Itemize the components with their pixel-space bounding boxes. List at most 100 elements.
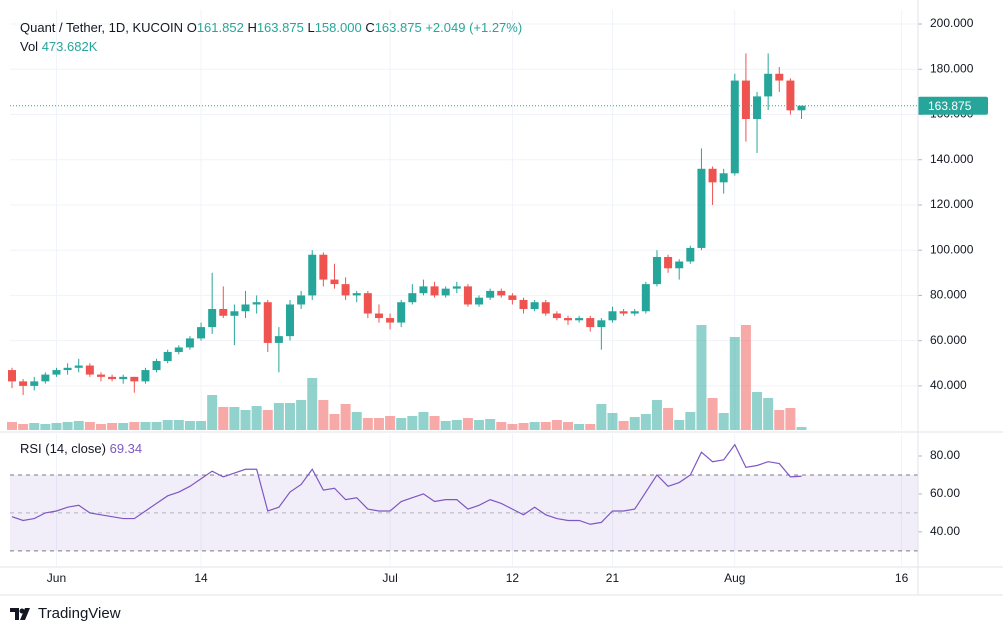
volume-bar <box>752 392 763 430</box>
candle-body <box>630 311 639 314</box>
volume-bar <box>351 412 362 430</box>
x-tick-label: Aug <box>724 571 745 585</box>
volume-bar <box>107 423 118 430</box>
volume-bar <box>184 421 195 430</box>
brand: TradingView <box>10 605 121 622</box>
y-tick-label: 140.000 <box>930 152 974 166</box>
candle-body <box>274 336 283 343</box>
volume-bar <box>307 378 318 430</box>
volume-bar <box>262 410 273 430</box>
volume-bar <box>285 403 295 430</box>
candle-body <box>608 311 617 321</box>
candle-body <box>441 288 450 296</box>
volume-bar <box>318 400 329 430</box>
candle-body <box>475 297 484 305</box>
change: +2.049 (+1.27%) <box>425 20 523 35</box>
y-tick-label: 100.000 <box>930 242 974 256</box>
candle-body <box>541 302 550 314</box>
rsi-tick-label: 80.00 <box>930 448 960 462</box>
candle-body <box>252 302 261 305</box>
volume-bar <box>518 423 529 430</box>
candle-body <box>319 254 328 280</box>
candle-body <box>686 247 695 262</box>
volume-bar <box>507 424 518 430</box>
volume-bar <box>95 424 106 430</box>
candle-body <box>52 370 61 375</box>
volume-title: Vol <box>20 39 39 54</box>
candle-body <box>675 261 684 269</box>
volume-bar <box>173 420 184 430</box>
y-tick-label: 60.000 <box>930 333 967 347</box>
volume-bar <box>207 395 218 430</box>
candle-body <box>641 284 650 312</box>
candle-body <box>586 318 595 328</box>
symbol: Quant / Tether, 1D, KUCOIN <box>20 20 184 35</box>
candle-body <box>619 311 628 314</box>
candle-body <box>286 304 294 337</box>
ohlc-letter: C <box>365 20 375 35</box>
candle-body <box>741 80 750 120</box>
volume-bar <box>618 421 629 430</box>
ohlc-value: 163.875 <box>256 20 304 35</box>
ohlc-letter: L <box>307 20 315 35</box>
last-price-box <box>918 96 988 115</box>
candle-body <box>219 308 228 316</box>
ohlc-value: 161.852 <box>196 20 244 35</box>
volume-bar <box>18 424 29 430</box>
volume-bar <box>674 420 685 430</box>
candle-body <box>764 73 773 97</box>
candle-body <box>575 318 584 321</box>
volume-bar <box>51 423 62 430</box>
volume-legend: Vol 473.682K <box>20 39 97 54</box>
candle-body <box>697 168 706 248</box>
volume-bar <box>574 424 585 430</box>
candle-body <box>119 376 128 380</box>
candle-body <box>652 256 661 285</box>
volume-bar <box>474 420 485 430</box>
candle-body <box>230 311 239 316</box>
volume-bar <box>218 407 229 430</box>
candle-body <box>8 370 16 382</box>
volume-bar <box>640 414 651 430</box>
candle-body <box>308 254 317 296</box>
candle-body <box>208 308 217 328</box>
volume-bar <box>629 417 640 430</box>
volume-bar <box>718 413 729 430</box>
volume-bar <box>418 412 429 430</box>
volume-bar <box>707 398 718 430</box>
volume-bar <box>396 418 407 430</box>
candle-body <box>397 302 406 323</box>
volume-bar <box>62 422 73 430</box>
candle-body <box>775 73 784 81</box>
candle-body <box>96 374 105 377</box>
volume-bar <box>451 420 462 430</box>
brand-name: TradingView <box>38 605 121 622</box>
volume-value: 473.682K <box>41 39 98 54</box>
volume-bar <box>118 423 129 430</box>
candle-body <box>297 295 306 305</box>
volume-bar <box>763 398 774 430</box>
x-tick-label: Jul <box>382 571 397 585</box>
volume-bar <box>7 422 17 430</box>
volume-bar <box>496 422 507 430</box>
ohlc-letter: H <box>247 20 257 35</box>
volume-bar <box>796 427 807 430</box>
candle-body <box>564 318 572 321</box>
rsi-tick-label: 40.00 <box>930 524 960 538</box>
candle-body <box>786 80 795 111</box>
volume-bar <box>529 422 540 430</box>
x-tick-label: 12 <box>506 571 520 585</box>
candle-body <box>797 105 806 111</box>
volume-bar <box>462 418 473 430</box>
candle-body <box>63 367 72 371</box>
volume-bar <box>551 420 562 430</box>
candle-body <box>130 376 139 382</box>
candle-body <box>152 361 161 371</box>
volume-bar <box>84 422 95 430</box>
volume-bar <box>563 422 573 430</box>
candle-body <box>508 295 517 300</box>
candle-body <box>108 376 117 380</box>
rsi-value: 69.34 <box>109 441 143 456</box>
volume-bar <box>373 418 384 430</box>
